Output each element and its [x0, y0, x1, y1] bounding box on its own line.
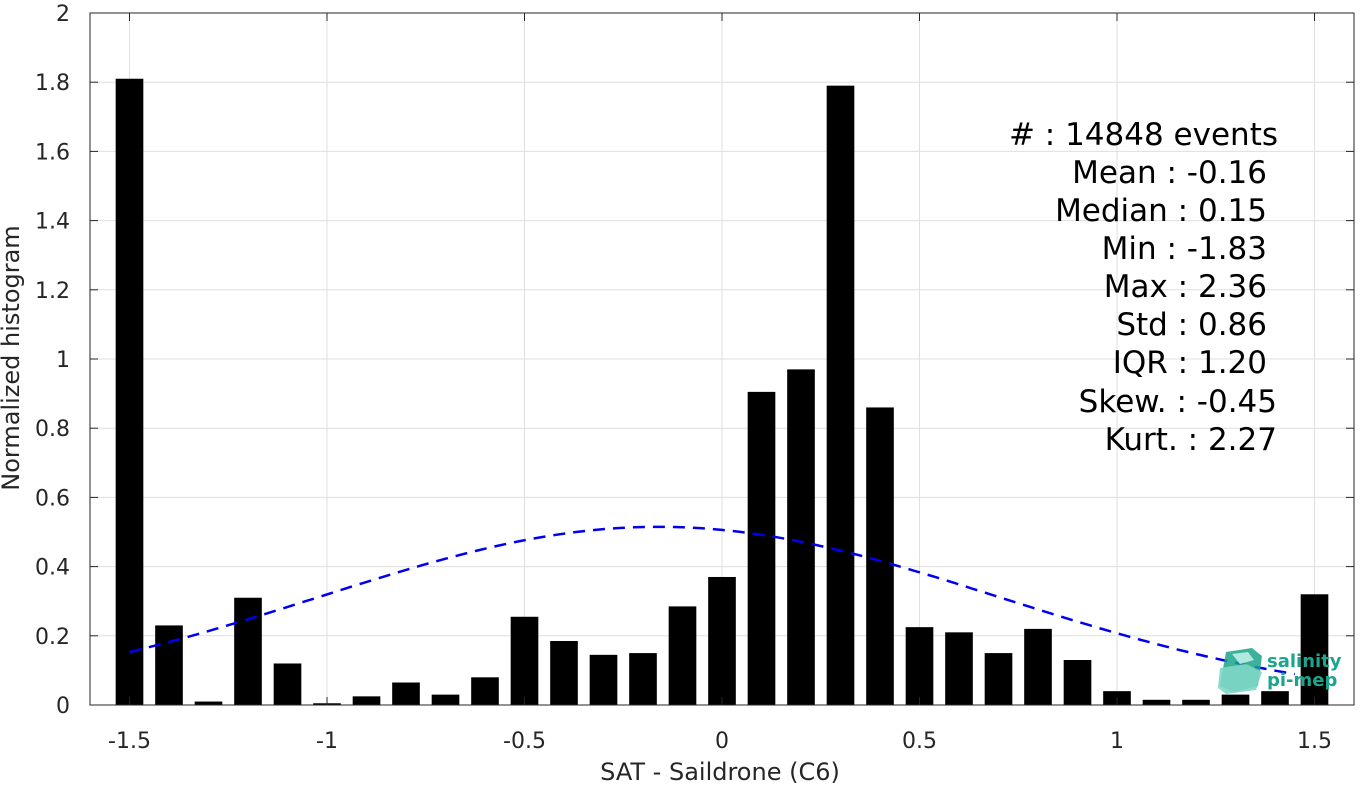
y-tick-label: 0.6 [35, 486, 70, 511]
histogram-bar [866, 407, 894, 705]
x-tick-label: 1.5 [1297, 729, 1332, 754]
y-tick-label: 0.8 [35, 417, 70, 442]
stat-min: Min : -1.83 [1102, 231, 1267, 267]
y-tick-label: 1.2 [35, 279, 70, 304]
x-tick-label: -0.5 [503, 729, 546, 754]
histogram-bar [1300, 594, 1329, 705]
histogram-bar [194, 701, 223, 705]
stat-median: Median : 0.15 [1055, 193, 1267, 229]
histogram-bar [747, 391, 776, 705]
y-axis-ticks: 0 0.2 0.4 0.6 0.8 1 1.2 1.4 1.6 1.8 2 [35, 2, 1354, 719]
y-axis-label: Normalized histogram [0, 225, 25, 490]
stat-skew: Skew. : -0.45 [1079, 384, 1277, 420]
y-tick-label: 0 [56, 694, 70, 719]
logo-text-salinity: salinity [1267, 651, 1342, 672]
histogram-bar [826, 85, 855, 705]
normal-fit-curve [129, 525, 1296, 676]
x-axis-label: SAT - Saildrone (C6) [600, 758, 840, 785]
y-tick-label: 1.4 [35, 210, 70, 235]
histogram-bar [1024, 628, 1052, 705]
histogram-bars [115, 78, 1329, 706]
x-tick-label: 0 [715, 729, 729, 754]
histogram-bar [945, 632, 973, 705]
x-tick-label: -1 [316, 729, 338, 754]
histogram-bar [510, 616, 539, 705]
histogram-bar [1221, 694, 1250, 705]
histogram-bar [1142, 699, 1171, 705]
stat-mean: Mean : -0.16 [1072, 155, 1267, 191]
x-tick-label: 0.5 [902, 729, 937, 754]
histogram-bar [668, 606, 697, 705]
y-tick-label: 0.2 [35, 625, 70, 650]
stats-box: # : 14848 events Mean : -0.16 Median : 0… [1009, 117, 1278, 458]
y-tick-label: 1 [56, 348, 70, 373]
stat-iqr: IQR : 1.20 [1113, 345, 1267, 381]
histogram-bar [984, 653, 1013, 705]
histogram-bar [352, 696, 381, 705]
stat-kurt: Kurt. : 2.27 [1105, 422, 1277, 458]
histogram-bar [115, 78, 144, 706]
histogram-bar [471, 677, 499, 705]
histogram-bar [1182, 699, 1210, 705]
histogram-bar [1261, 691, 1289, 705]
histogram-bar [1063, 660, 1092, 705]
y-tick-label: 1.8 [35, 71, 70, 96]
stat-max: Max : 2.36 [1104, 269, 1267, 305]
histogram-bar [905, 627, 934, 705]
y-tick-label: 1.6 [35, 140, 70, 165]
histogram-bar [155, 625, 183, 705]
y-tick-label: 0.4 [35, 556, 70, 581]
histogram-bar [431, 694, 460, 705]
histogram-bar [273, 663, 302, 705]
histogram-bar [787, 369, 815, 705]
x-tick-label: 1 [1110, 729, 1124, 754]
histogram-bar [234, 597, 262, 705]
histogram-bar [589, 654, 618, 705]
x-tick-label: -1.5 [108, 729, 151, 754]
stat-count: # : 14848 events [1009, 117, 1278, 153]
histogram-bar [550, 640, 578, 705]
y-tick-label: 2 [56, 2, 70, 27]
wave-logo-icon [1218, 648, 1262, 694]
logo-text-pimep: pi-mep [1267, 670, 1337, 691]
salinity-pimep-logo: salinity pi-mep [1218, 648, 1342, 694]
x-axis-ticks: -1.5 -1 -0.5 0 0.5 1 1.5 [108, 13, 1332, 754]
histogram-bar [629, 653, 657, 705]
histogram-bar [392, 682, 420, 705]
stat-std: Std : 0.86 [1116, 307, 1267, 343]
histogram-bar [708, 576, 736, 705]
